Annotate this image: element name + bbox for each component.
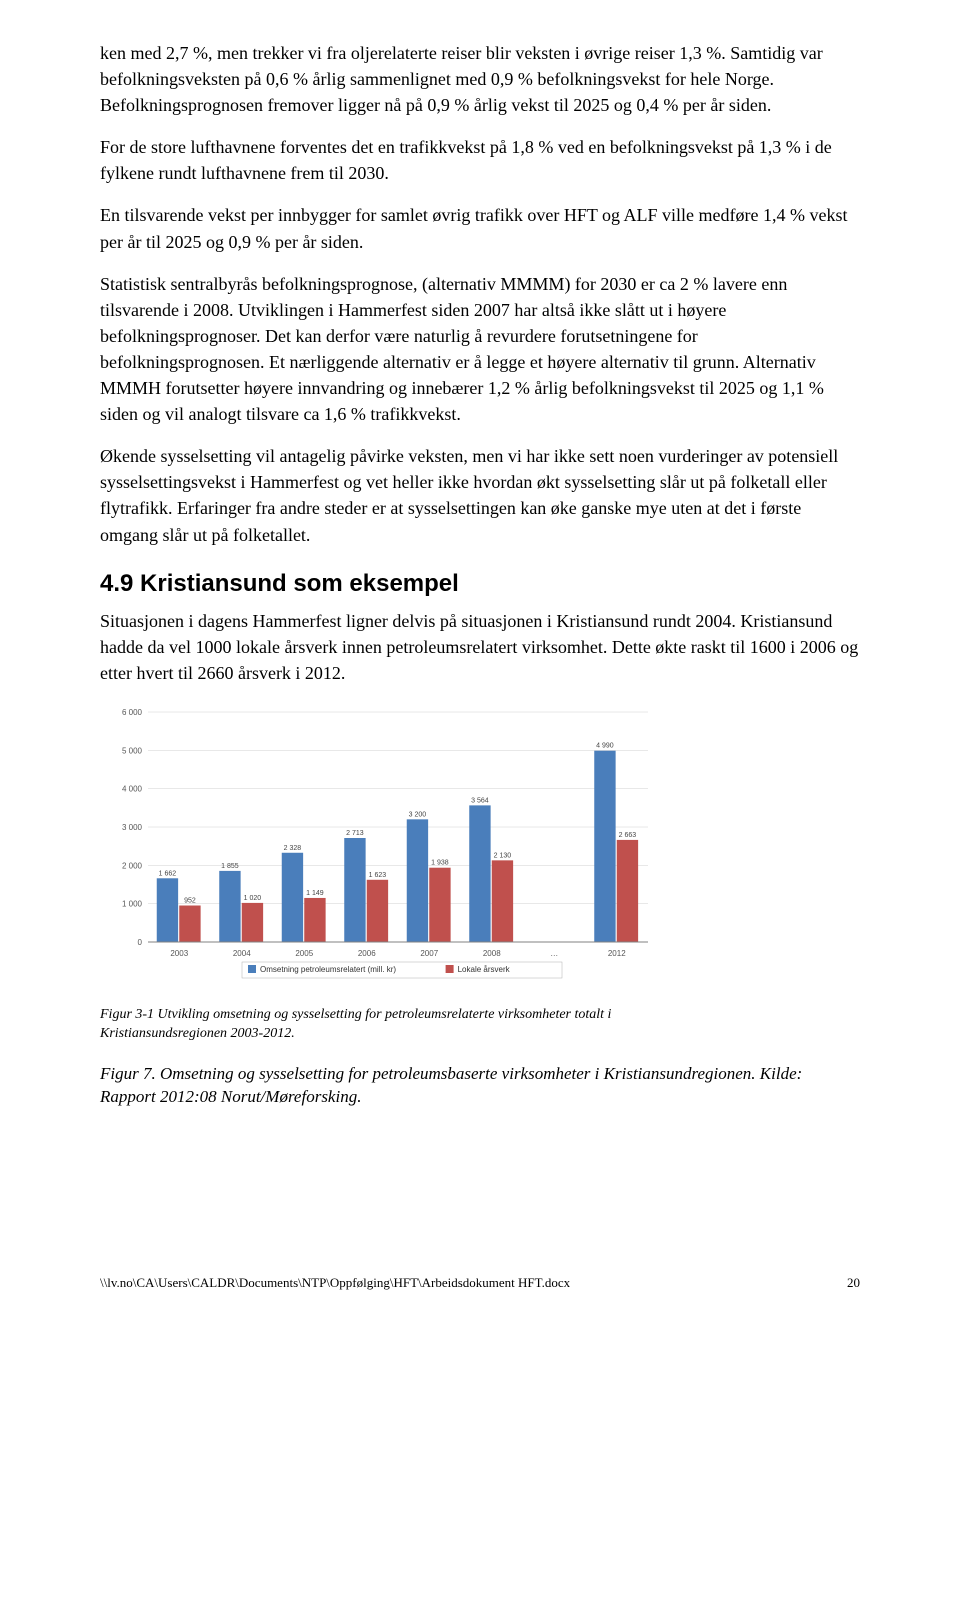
grouped-bar-chart: 0 1 000 2 000 3 000 4 000 5 000 6 000 2003 1 662… bbox=[100, 702, 660, 1002]
svg-text:2012: 2012 bbox=[608, 949, 626, 958]
svg-text:2 663: 2 663 bbox=[619, 832, 637, 839]
svg-text:2006: 2006 bbox=[358, 949, 376, 958]
paragraph: ken med 2,7 %, men trekker vi fra oljere… bbox=[100, 40, 860, 118]
svg-text:1 000: 1 000 bbox=[122, 900, 143, 909]
svg-text:0: 0 bbox=[138, 938, 143, 947]
svg-text:2008: 2008 bbox=[483, 949, 501, 958]
svg-text:2005: 2005 bbox=[295, 949, 313, 958]
paragraph: Økende sysselsetting vil antagelig påvir… bbox=[100, 443, 860, 547]
svg-text:2 328: 2 328 bbox=[284, 845, 302, 852]
footer-page-number: 20 bbox=[847, 1275, 860, 1291]
svg-text:1 623: 1 623 bbox=[369, 872, 387, 879]
figure-caption: Figur 7. Omsetning og sysselsetting for … bbox=[100, 1062, 860, 1110]
svg-text:1 938: 1 938 bbox=[431, 860, 449, 867]
svg-text:2007: 2007 bbox=[420, 949, 438, 958]
page: ken med 2,7 %, men trekker vi fra oljere… bbox=[0, 0, 960, 1165]
svg-text:2 130: 2 130 bbox=[494, 852, 512, 859]
paragraph: For de store lufthavnene forventes det e… bbox=[100, 134, 860, 186]
svg-text:3 200: 3 200 bbox=[409, 811, 427, 818]
svg-text:2 713: 2 713 bbox=[346, 830, 364, 837]
svg-text:4 000: 4 000 bbox=[122, 785, 143, 794]
chart-caption: Figur 3-1 Utvikling omsetning og syssels… bbox=[100, 1006, 680, 1044]
svg-text:6 000: 6 000 bbox=[122, 708, 143, 717]
svg-text:1 149: 1 149 bbox=[306, 890, 324, 897]
svg-text:Lokale årsverk: Lokale årsverk bbox=[458, 965, 511, 974]
section-heading: 4.9 Kristiansund som eksempel bbox=[100, 570, 860, 598]
paragraph: Situasjonen i dagens Hammerfest ligner d… bbox=[100, 608, 860, 686]
svg-text:3 000: 3 000 bbox=[122, 823, 143, 832]
footer-path: \\lv.no\CA\Users\CALDR\Documents\NTP\Opp… bbox=[100, 1275, 570, 1291]
svg-text:…: … bbox=[550, 949, 558, 958]
svg-text:952: 952 bbox=[184, 897, 196, 904]
svg-text:2003: 2003 bbox=[170, 949, 188, 958]
paragraph: Statistisk sentralbyrås befolkningsprogn… bbox=[100, 271, 860, 428]
svg-text:2004: 2004 bbox=[233, 949, 251, 958]
svg-text:1 662: 1 662 bbox=[159, 870, 177, 877]
svg-text:5 000: 5 000 bbox=[122, 746, 143, 755]
chart-container: 0 1 000 2 000 3 000 4 000 5 000 6 000 2003 1 662… bbox=[100, 702, 680, 1044]
svg-text:1 855: 1 855 bbox=[221, 863, 239, 870]
svg-text:1 020: 1 020 bbox=[244, 895, 262, 902]
svg-text:Omsetning petroleumsrelatert (: Omsetning petroleumsrelatert (mill. kr) bbox=[260, 965, 396, 974]
footer: \\lv.no\CA\Users\CALDR\Documents\NTP\Opp… bbox=[0, 1275, 960, 1321]
paragraph: En tilsvarende vekst per innbygger for s… bbox=[100, 202, 860, 254]
svg-text:2 000: 2 000 bbox=[122, 861, 143, 870]
svg-text:3 564: 3 564 bbox=[471, 797, 489, 804]
svg-text:4 990: 4 990 bbox=[596, 743, 614, 750]
